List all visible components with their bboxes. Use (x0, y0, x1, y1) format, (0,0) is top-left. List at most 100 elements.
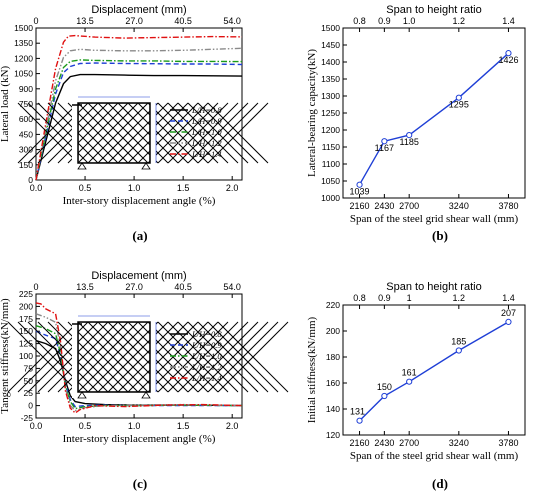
data-label: 1426 (498, 55, 518, 65)
series-line-3 (35, 59, 243, 181)
data-label: 1167 (375, 143, 394, 153)
x-tick-label: 2.0 (226, 183, 239, 193)
x-tick-label: 0.5 (79, 421, 92, 431)
y-tick-label: 140 (326, 404, 340, 414)
x-axis-label: Inter-story displacement angle (%) (63, 195, 216, 207)
y-tick-label: 150 (19, 160, 33, 170)
x2-axis-label: Displacement (mm) (91, 4, 186, 16)
x2-tick-label: 13.5 (76, 16, 94, 26)
data-label: 131 (350, 407, 365, 417)
legend-label: L/H=0.9 (191, 340, 222, 350)
y-tick-label: 0 (28, 401, 33, 411)
x-axis-label: Span of the steel grid shear wall (mm) (350, 450, 519, 462)
data-point (356, 181, 363, 188)
x2-tick-label: 1.0 (403, 16, 416, 26)
x2-tick-label: 27.0 (125, 282, 143, 292)
y-tick-label: 600 (19, 114, 33, 124)
y-tick-label: 1050 (14, 69, 33, 79)
x-axis-label: Span of the steel grid shear wall (mm) (350, 213, 519, 225)
y-tick-label: 1150 (322, 142, 341, 152)
x-tick-label: 1.0 (128, 183, 141, 193)
x-axis-label: Inter-story displacement angle (%) (63, 433, 216, 445)
data-point (381, 392, 388, 400)
y-axis-label: Lateral load (kN) (0, 65, 11, 142)
y-tick-label: 1200 (321, 125, 340, 135)
x-tick-label: 2.0 (226, 421, 239, 431)
x2-axis-label: Displacement (mm) (91, 270, 186, 282)
x2-tick-label: 0.9 (378, 16, 391, 26)
x-tick-label: 0.0 (30, 183, 43, 193)
legend-label: L/H=0.9 (191, 116, 222, 126)
data-point (455, 94, 462, 101)
y-tick-label: 1250 (321, 108, 340, 118)
y-tick-label: 1300 (321, 91, 340, 101)
y-tick-label: 200 (326, 326, 340, 336)
data-point (455, 347, 462, 354)
chart-a: 0.0 0.5 1.0 1.5 2.0 0 13.5 27.0 40.5 54.0 0 150 300 4… (0, 4, 269, 243)
x2-tick-label: 40.5 (174, 16, 192, 26)
x-tick-label: 3780 (498, 201, 518, 211)
series-line-4 (35, 47, 243, 181)
y-tick-label: 75 (24, 363, 34, 373)
x2-tick-label: 1.2 (453, 293, 466, 303)
x-tick-label: 1.5 (177, 421, 190, 431)
panel-label: (a) (132, 228, 147, 243)
y-tick-label: 160 (326, 378, 340, 388)
y-tick-label: 1200 (14, 53, 33, 63)
panel-label: (d) (432, 476, 448, 491)
chart-d: 2160 2430 2700 3240 3780 0.8 0.9 1 1.2 1.4 120 140 1… (306, 281, 526, 491)
y-tick-label: 100 (19, 351, 33, 361)
x-tick-label: 2700 (399, 201, 419, 211)
data-point (505, 318, 512, 325)
x-tick-label: 2430 (374, 438, 394, 448)
y-tick-label: 120 (326, 430, 340, 440)
x2-tick-label: 1.4 (502, 16, 515, 26)
x2-tick-label: 13.5 (76, 282, 94, 292)
y-tick-label: 900 (19, 84, 33, 94)
x2-tick-label: 54.0 (223, 16, 241, 26)
x2-tick-label: 0 (33, 16, 38, 26)
chart-c: 0.0 0.5 1.0 1.5 2.0 0 13.5 27.0 40.5 54.0 -25 0 25 50… (0, 270, 289, 491)
y-tick-label: 225 (19, 289, 33, 299)
series-line (358, 52, 509, 186)
y-tick-label: 750 (19, 99, 33, 109)
x-tick-label: 2160 (350, 438, 370, 448)
y-tick-label: 25 (24, 388, 34, 398)
chart-b: 2160 2430 2700 3240 3780 0.8 0.9 1.0 1.2 1.4 1000 1… (306, 4, 526, 243)
y-tick-label: 1000 (321, 193, 340, 203)
x-tick-label: 1.5 (177, 183, 190, 193)
wall-inset-diagram (7, 315, 289, 399)
x2-axis-label: Span to height ratio (386, 281, 481, 293)
panel-label: (b) (432, 228, 448, 243)
data-label: 1185 (400, 137, 419, 147)
x-tick-label: 2700 (399, 438, 419, 448)
legend-label: L/H=1.4 (191, 149, 222, 159)
y-tick-label: 0 (28, 175, 33, 185)
x2-tick-label: 27.0 (125, 16, 143, 26)
x2-axis-label: Span to height ratio (386, 4, 481, 16)
series-line (359, 321, 509, 422)
series-line-2 (35, 62, 243, 181)
x-tick-label: 2160 (350, 201, 370, 211)
y-tick-label: 300 (19, 145, 33, 155)
panel-label: (c) (133, 476, 147, 491)
y-tick-label: 1500 (321, 23, 340, 33)
data-point (381, 138, 388, 145)
x2-tick-label: 0.8 (353, 16, 366, 26)
y-tick-label: 150 (19, 326, 33, 336)
legend-label: L/H=0.8 (191, 105, 222, 115)
y-tick-label: 50 (24, 376, 34, 386)
x-tick-label: 3240 (449, 201, 469, 211)
x2-tick-label: 40.5 (174, 282, 192, 292)
data-label: 1039 (350, 187, 370, 197)
legend-label: L/H=1.4 (191, 373, 222, 383)
series-line-4 (35, 313, 243, 412)
y-tick-label: 125 (19, 339, 33, 349)
x-tick-label: 2430 (374, 201, 394, 211)
plot-frame (342, 27, 526, 199)
data-label: 161 (402, 368, 417, 378)
plot-frame (342, 304, 526, 436)
x2-tick-label: 0.8 (353, 293, 366, 303)
x2-tick-label: 1 (407, 293, 412, 303)
y-tick-label: 450 (19, 129, 33, 139)
